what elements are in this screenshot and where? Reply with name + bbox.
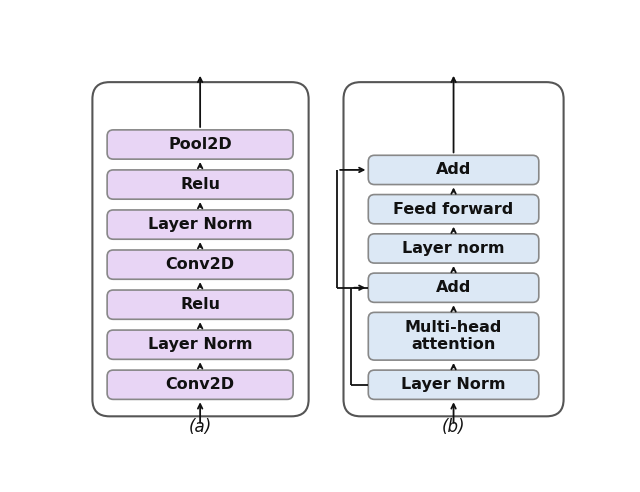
Text: Feed forward: Feed forward <box>394 202 514 216</box>
FancyBboxPatch shape <box>368 155 539 184</box>
FancyBboxPatch shape <box>107 370 293 400</box>
Text: Add: Add <box>436 162 471 178</box>
FancyBboxPatch shape <box>368 312 539 360</box>
FancyBboxPatch shape <box>368 194 539 224</box>
Text: Add: Add <box>436 280 471 295</box>
FancyBboxPatch shape <box>107 250 293 279</box>
FancyBboxPatch shape <box>92 82 308 416</box>
Text: Layer Norm: Layer Norm <box>148 217 252 232</box>
FancyBboxPatch shape <box>107 130 293 159</box>
Text: Relu: Relu <box>180 297 220 312</box>
Text: Conv2D: Conv2D <box>166 377 235 392</box>
Text: Layer Norm: Layer Norm <box>401 377 506 392</box>
FancyBboxPatch shape <box>368 234 539 263</box>
FancyBboxPatch shape <box>107 330 293 359</box>
Text: Relu: Relu <box>180 177 220 192</box>
Text: Pool2D: Pool2D <box>168 137 232 152</box>
FancyBboxPatch shape <box>107 170 293 199</box>
FancyBboxPatch shape <box>107 210 293 239</box>
Text: (a): (a) <box>189 418 212 436</box>
FancyBboxPatch shape <box>368 370 539 400</box>
FancyBboxPatch shape <box>107 290 293 319</box>
Text: Conv2D: Conv2D <box>166 257 235 272</box>
Text: Layer norm: Layer norm <box>403 241 505 256</box>
Text: Multi-head
attention: Multi-head attention <box>405 320 502 352</box>
Text: Layer Norm: Layer Norm <box>148 337 252 352</box>
Text: (b): (b) <box>442 418 465 436</box>
FancyBboxPatch shape <box>344 82 564 416</box>
FancyBboxPatch shape <box>368 273 539 303</box>
